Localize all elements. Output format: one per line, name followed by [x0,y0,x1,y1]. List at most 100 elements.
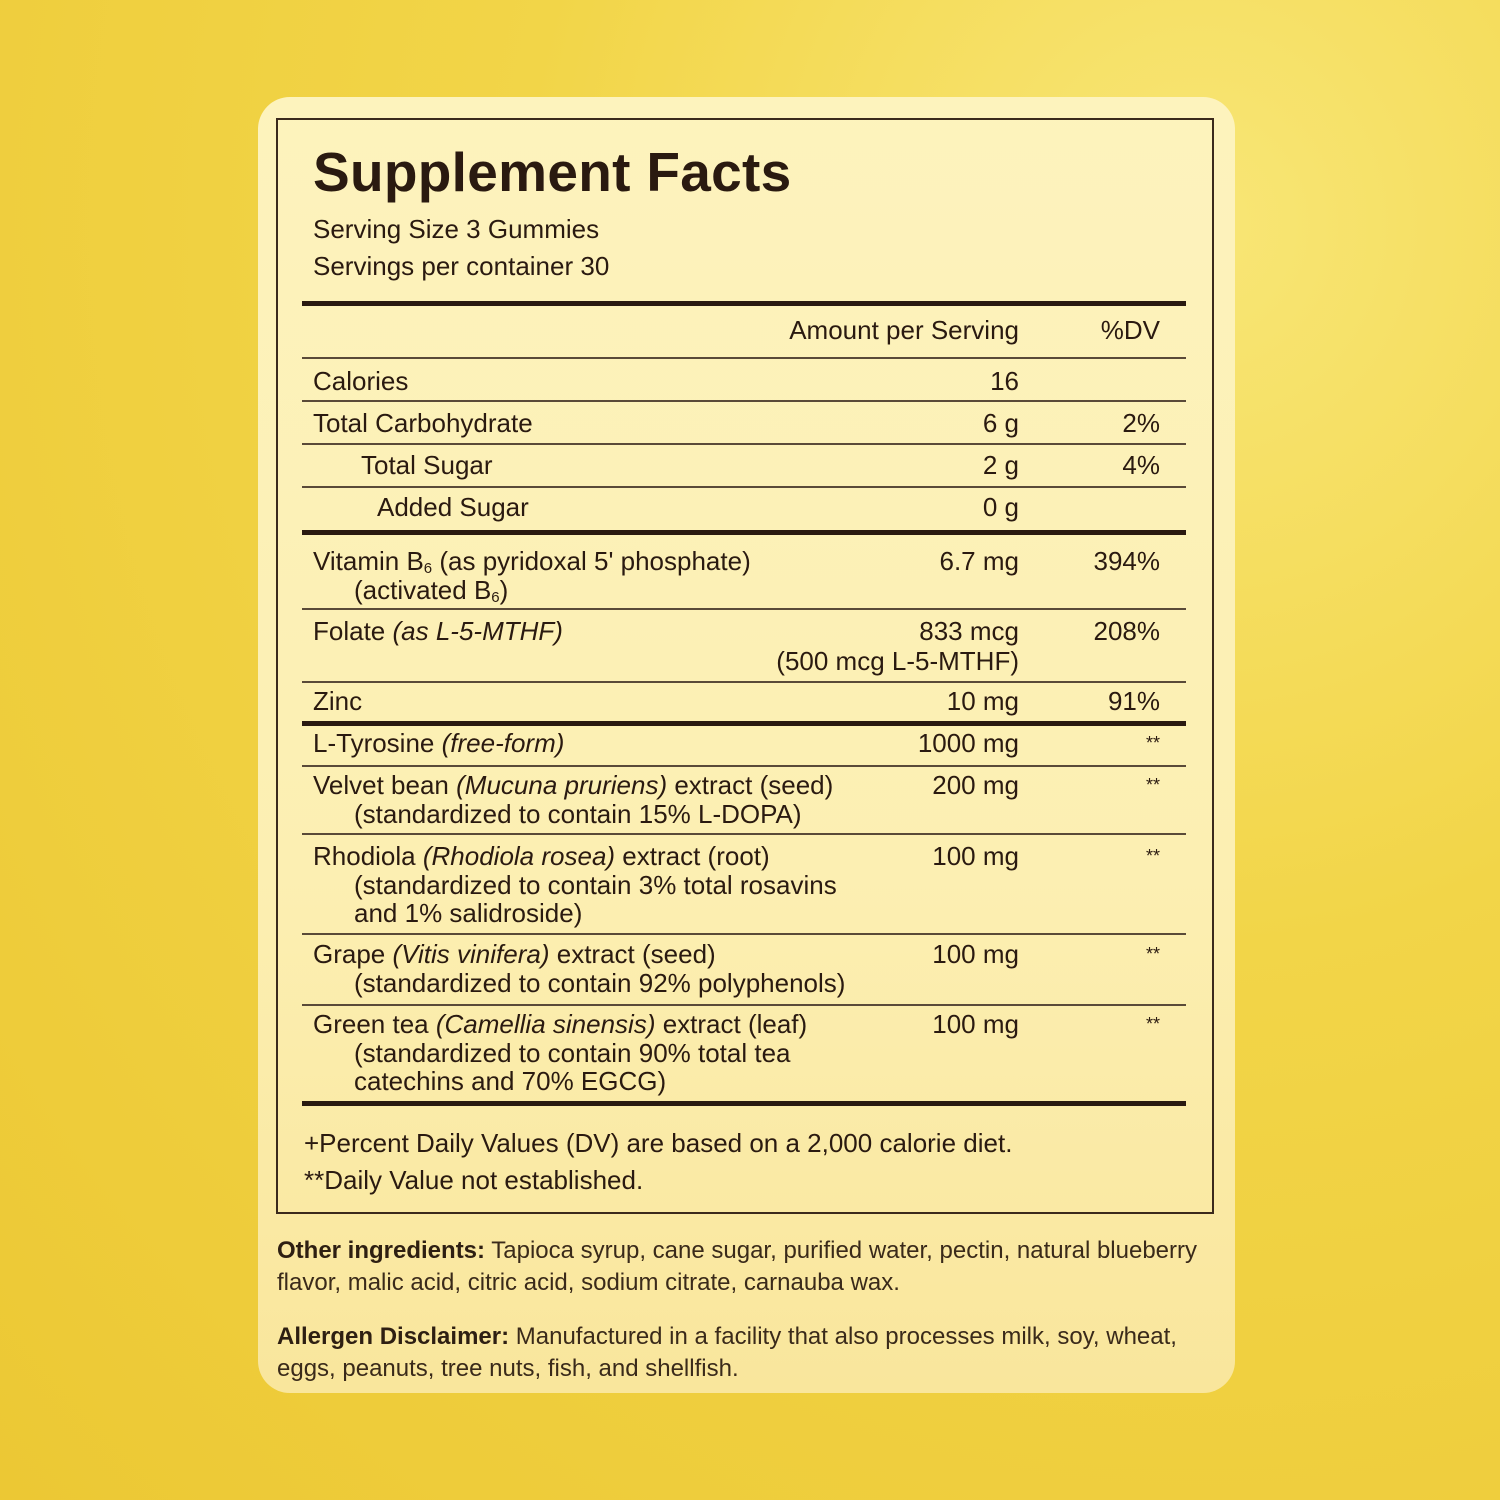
amount-per-serving: 10 mg [946,686,1019,716]
nutrient-name: Velvet bean (Mucuna pruriens) extract (s… [313,770,833,800]
supplement-facts-panel [276,118,1214,1214]
divider [302,933,1186,935]
nutrient-name: (standardized to contain 3% total rosavi… [354,870,837,900]
nutrient-name-part: catechins and 70% EGCG) [354,1066,667,1096]
amount-per-serving: 6 g [982,408,1019,438]
divider [302,301,1186,306]
amount-per-serving: 0 g [982,492,1019,522]
nutrient-name-part: Zinc [313,686,363,716]
header-amount: Amount per Serving [789,315,1019,345]
serving-size: Serving Size 3 Gummies [313,214,600,244]
amount-per-serving: 100 mg [932,1009,1019,1039]
divider [302,833,1186,835]
nutrient-name: Added Sugar [377,492,529,522]
daily-value: 91% [1107,686,1160,716]
daily-value: 4% [1122,450,1160,480]
nutrient-name-part: Total Carbohydrate [313,408,533,438]
nutrient-name-part: Calories [313,366,409,396]
nutrient-name-part: (standardized to contain 15% L-DOPA) [354,798,802,829]
allergen-text: Manufactured in a facility that also pro… [277,1323,1177,1382]
nutrient-name: Total Carbohydrate [313,408,533,438]
amount-per-serving: 833 mcg [919,616,1019,646]
divider [302,400,1186,402]
daily-value: 208% [1093,616,1161,646]
nutrient-name-part: Rhodiola [313,841,423,871]
nutrient-name-part: Velvet bean [313,770,457,800]
footnote-not-established: **Daily Value not established. [304,1165,644,1195]
nutrient-name-part: extract (root) [615,841,770,871]
nutrient-name-part: (Mucuna pruriens) [456,770,668,800]
nutrient-name: catechins and 70% EGCG) [354,1066,666,1096]
nutrient-name-part: Total Sugar [361,450,493,480]
amount-per-serving: 100 mg [932,939,1019,969]
nutrient-name: Folate (as L-5-MTHF) [313,616,563,646]
nutrient-name: (activated B6) [354,575,508,605]
amount-per-serving: (500 mcg L-5-MTHF) [776,645,1019,676]
amount-per-serving: 2 g [982,450,1019,480]
amount-per-serving: 1000 mg [917,728,1019,758]
nutrient-name-part: (as pyridoxal 5' phosphate) [432,546,751,576]
divider [302,721,1186,726]
nutrient-name: Total Sugar [361,450,493,480]
daily-value: ** [1145,944,1160,964]
nutrient-name-part: 6 [423,560,433,577]
daily-value: ** [1145,1014,1160,1034]
divider [302,443,1186,445]
allergen-disclaimer: Allergen Disclaimer: Manufactured in a f… [277,1321,1197,1385]
nutrient-name: L-Tyrosine (free-form) [313,728,564,758]
nutrient-name-part: (activated B [354,574,492,605]
allergen-label: Allergen Disclaimer: [277,1323,510,1350]
nutrient-name: (standardized to contain 90% total tea [354,1038,791,1068]
nutrient-name-part: L-Tyrosine [313,728,442,758]
supplement-card [258,97,1235,1393]
nutrient-name: and 1% salidroside) [354,898,582,928]
nutrient-name-part: (standardized to contain 90% total tea [354,1037,791,1068]
nutrient-name-part: extract (seed) [549,939,716,969]
nutrient-name-part: extract (leaf) [655,1009,808,1039]
nutrient-name-part: Grape [313,939,393,969]
nutrient-name-part: and 1% salidroside) [354,898,583,928]
nutrient-name: Calories [313,366,408,396]
nutrient-name-part: (standardized to contain 3% total rosavi… [354,869,837,900]
nutrient-name: Vitamin B6 (as pyridoxal 5' phosphate) [313,546,751,576]
nutrient-name-part: (Camellia sinensis) [435,1009,656,1039]
nutrient-name-part: (standardized to contain 92% polyphenols… [354,967,846,998]
amount-per-serving: 6.7 mg [939,546,1020,576]
divider [302,681,1186,683]
nutrient-name: (standardized to contain 15% L-DOPA) [354,799,802,829]
nutrient-name-part: Green tea [313,1009,436,1039]
nutrient-name-part: Added Sugar [377,492,529,522]
amount-per-serving: 16 [990,366,1019,396]
servings-per-container: Servings per container 30 [313,251,610,281]
divider [302,530,1186,535]
footnote-dv: +Percent Daily Values (DV) are based on … [304,1128,1013,1158]
other-ingredients-label: Other ingredients: [277,1237,486,1264]
nutrient-name-part: (Rhodiola rosea) [422,841,616,871]
daily-value: ** [1145,846,1160,866]
nutrient-name-part: (free-form) [441,728,565,758]
nutrient-name: Grape (Vitis vinifera) extract (seed) [313,939,716,969]
daily-value: 2% [1122,408,1160,438]
daily-value: 394% [1093,546,1161,576]
daily-value: ** [1145,733,1160,753]
amount-per-serving: 200 mg [932,770,1019,800]
amount-per-serving: 100 mg [932,841,1019,871]
panel-title: Supplement Facts [313,141,792,203]
other-ingredients: Other ingredients: Tapioca syrup, cane s… [277,1235,1197,1299]
nutrient-name-part: 6 [491,588,500,606]
nutrient-name-part: ) [499,574,509,605]
divider [302,608,1186,610]
divider [302,1101,1186,1106]
nutrient-name-part: extract (seed) [667,770,834,800]
nutrient-name-part: Vitamin B [313,546,424,576]
divider [302,1004,1186,1006]
nutrient-name-part: (Vitis vinifera) [392,939,550,969]
other-ingredients-text: Tapioca syrup, cane sugar, purified wate… [277,1237,1198,1296]
nutrient-name: Rhodiola (Rhodiola rosea) extract (root) [313,841,770,871]
nutrient-name-part: (as L-5-MTHF) [392,616,563,646]
nutrient-name-part: Folate [313,616,393,646]
divider [302,357,1186,359]
divider [302,486,1186,488]
nutrient-name: Green tea (Camellia sinensis) extract (l… [313,1009,807,1039]
nutrient-name: (standardized to contain 92% polyphenols… [354,968,845,998]
